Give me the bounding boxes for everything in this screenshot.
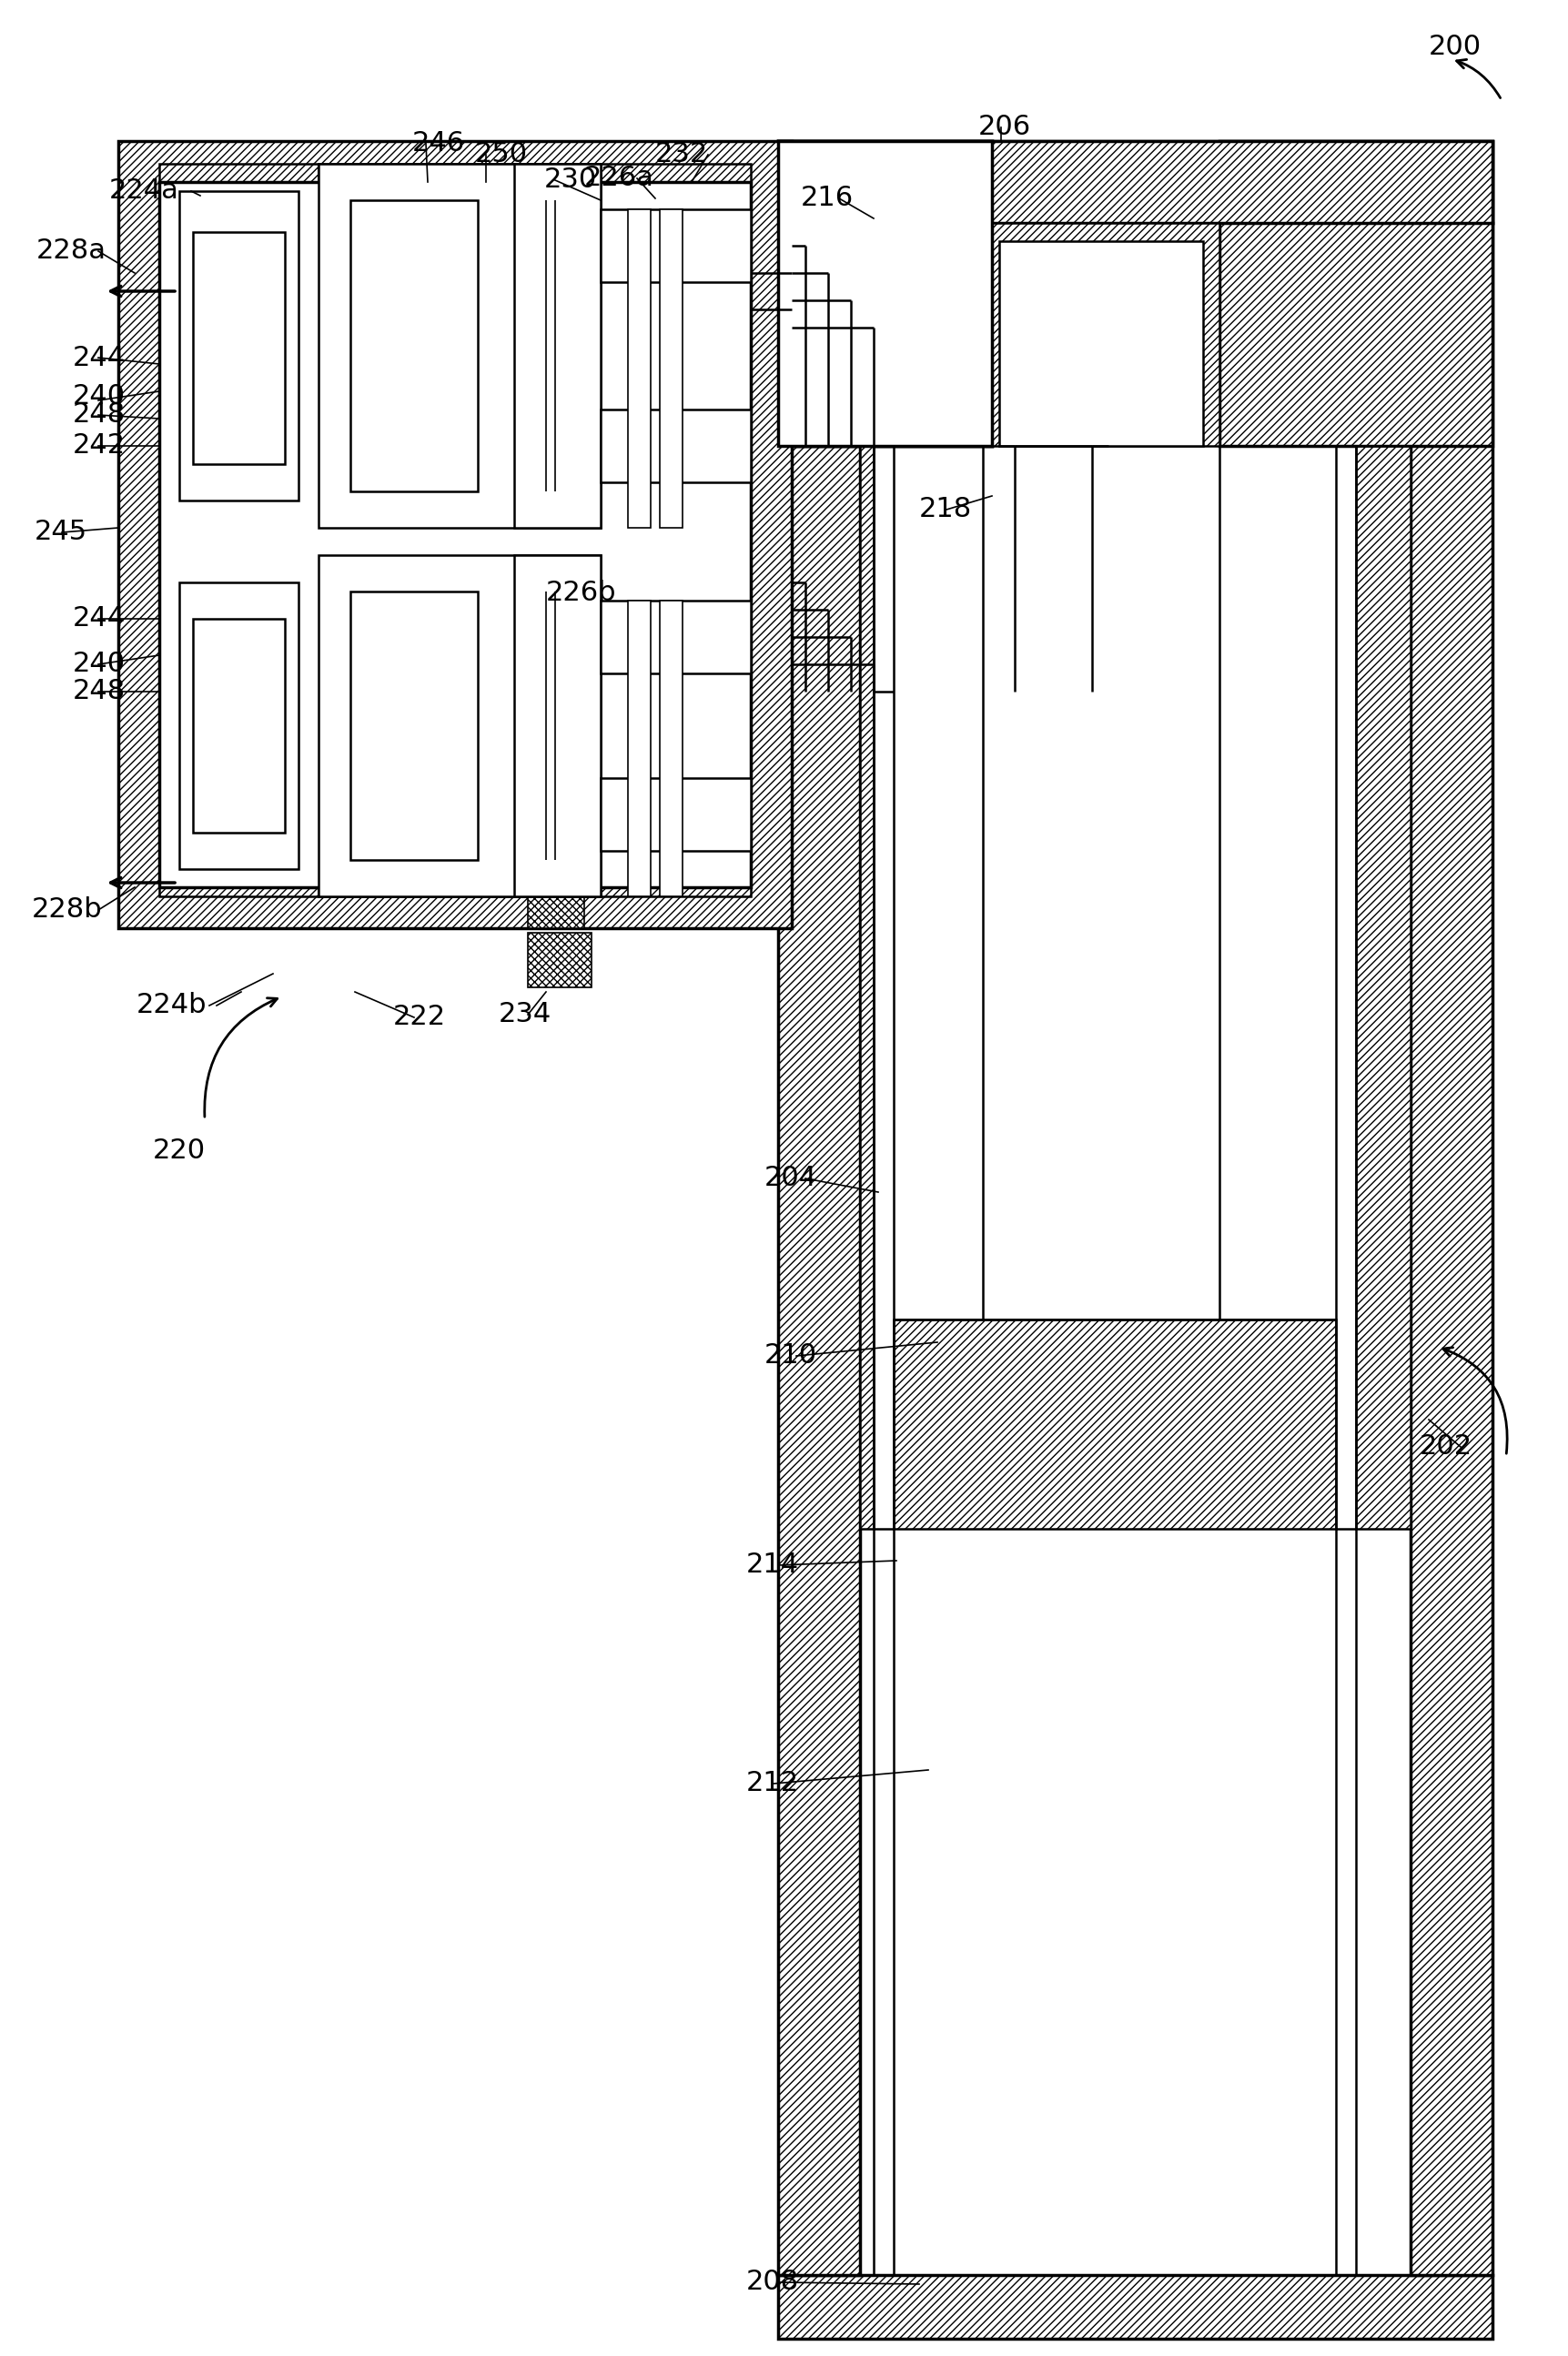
Bar (514, 556, 601, 895)
Bar (778, 141, 1491, 224)
Bar (527, 273, 583, 323)
Bar (982, 224, 1218, 445)
Bar (627, 601, 651, 895)
Text: 202: 202 (1419, 1435, 1472, 1461)
Bar (601, 556, 751, 895)
Bar (527, 664, 583, 714)
Bar (527, 601, 591, 655)
Bar (193, 231, 285, 464)
Text: 248: 248 (72, 403, 125, 429)
Text: 200: 200 (1428, 33, 1480, 61)
Bar (660, 210, 682, 528)
Bar (160, 165, 318, 528)
Text: 210: 210 (764, 1343, 817, 1369)
Bar (601, 165, 751, 528)
Text: 248: 248 (72, 679, 125, 704)
Text: 222: 222 (394, 1004, 445, 1030)
Bar (478, 200, 514, 492)
Bar (350, 200, 478, 492)
Text: 228b: 228b (31, 898, 102, 924)
Bar (118, 141, 792, 928)
Bar (318, 492, 601, 528)
Bar (160, 509, 751, 556)
Text: 214: 214 (746, 1553, 798, 1579)
Bar (350, 591, 478, 860)
Bar (1355, 445, 1410, 1529)
Bar (318, 860, 601, 895)
Bar (193, 620, 285, 832)
Bar (318, 200, 350, 492)
Text: 242: 242 (72, 434, 125, 459)
Text: 212: 212 (746, 1769, 798, 1798)
Bar (179, 191, 298, 499)
Bar (160, 509, 318, 556)
Text: 240: 240 (72, 650, 125, 679)
Bar (527, 332, 577, 377)
Text: 224a: 224a (110, 179, 179, 205)
Text: 204: 204 (764, 1166, 817, 1192)
Bar (1218, 141, 1491, 445)
Bar (601, 777, 751, 851)
Bar (778, 141, 991, 445)
Text: 246: 246 (412, 130, 464, 158)
Text: 245: 245 (34, 518, 88, 547)
Text: 234: 234 (499, 1001, 552, 1027)
Bar (601, 410, 751, 483)
Bar (894, 1319, 1336, 1529)
Bar (514, 165, 601, 528)
Bar (660, 601, 682, 895)
Bar (778, 141, 991, 445)
Bar (778, 141, 1491, 224)
Bar (601, 210, 751, 283)
Bar (1410, 224, 1491, 2276)
Bar (778, 2276, 1491, 2340)
Bar (627, 210, 651, 528)
Text: 226b: 226b (546, 580, 616, 605)
Bar (318, 165, 601, 528)
Text: 244: 244 (72, 344, 125, 370)
Bar (859, 445, 873, 1529)
Text: 244: 244 (72, 605, 125, 631)
Text: 250: 250 (475, 141, 527, 167)
Text: 226a: 226a (583, 165, 654, 191)
Bar (527, 488, 583, 537)
Bar (160, 556, 318, 895)
Bar (160, 181, 751, 888)
Bar (527, 723, 577, 768)
Text: 230: 230 (544, 167, 597, 193)
Bar (514, 556, 601, 895)
Bar (601, 601, 751, 674)
Bar (318, 165, 601, 200)
Bar (318, 556, 601, 895)
Bar (527, 542, 591, 596)
Bar (514, 165, 601, 528)
Text: 216: 216 (800, 186, 853, 212)
Bar (318, 591, 350, 860)
Bar (318, 556, 601, 591)
Bar (527, 879, 583, 928)
Bar (527, 210, 591, 264)
Text: 218: 218 (919, 497, 972, 523)
Bar (527, 933, 591, 987)
Text: 228a: 228a (36, 238, 107, 264)
Text: 208: 208 (746, 2269, 798, 2295)
Text: 240: 240 (72, 382, 125, 410)
Text: 224b: 224b (136, 992, 207, 1018)
Bar (179, 582, 298, 869)
Text: 220: 220 (152, 1138, 205, 1164)
Bar (527, 431, 577, 478)
Bar (527, 825, 577, 869)
Text: 232: 232 (655, 141, 707, 167)
Bar (778, 141, 991, 445)
Bar (478, 591, 514, 860)
Bar (999, 240, 1203, 445)
Bar (778, 224, 859, 2276)
Text: 206: 206 (978, 113, 1030, 141)
